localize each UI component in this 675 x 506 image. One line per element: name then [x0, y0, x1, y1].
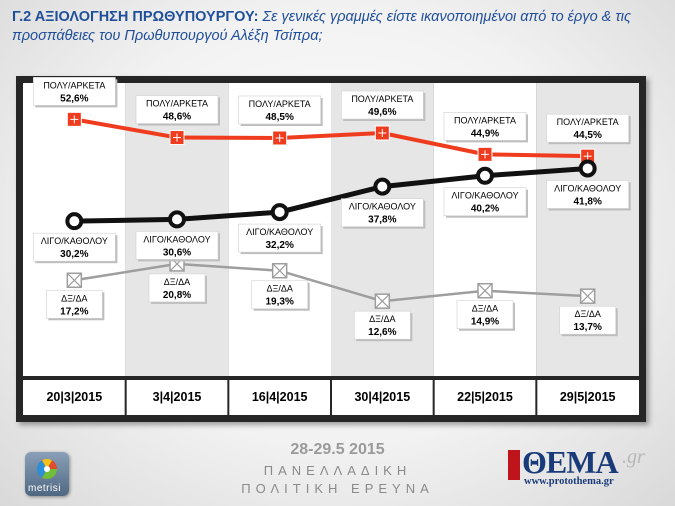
- data-point: [476, 166, 494, 185]
- data-label-box: [148, 273, 206, 303]
- data-label: 44,9%: [471, 128, 499, 139]
- series-label: ΔΞ/ΔΑ: [164, 277, 190, 287]
- series-label: ΠΟΛΥ/ΑΡΚΕΤΑ: [43, 80, 105, 90]
- data-label: 12,6%: [368, 327, 396, 338]
- data-label: 14,9%: [471, 317, 499, 328]
- thema-badge: [508, 450, 520, 480]
- data-label-box: [354, 310, 411, 340]
- metrisi-logo: metrisi: [25, 452, 69, 496]
- x-tick-label: 16|4|2015: [252, 390, 308, 404]
- thema-wordmark: ΘΕΜΑ: [522, 444, 619, 480]
- data-label: 48,6%: [163, 112, 191, 123]
- series-label: ΠΟΛΥ/ΑΡΚΕΤΑ: [351, 94, 413, 104]
- data-point-mark: [66, 272, 82, 288]
- series-line: [74, 262, 588, 303]
- thema-url: www.protothema.gr: [524, 476, 614, 487]
- data-point-mark: [374, 293, 390, 309]
- survey-type-line2: ΠΟΛΙΤΙΚΗ ΕΡΕΥΝΑ: [241, 481, 434, 496]
- data-point: [373, 177, 392, 196]
- data-label-box: [46, 289, 103, 319]
- data-point-mark: [272, 263, 288, 279]
- data-label-box: [559, 305, 616, 335]
- title-lead: Γ.2 ΑΞΙΟΛΟΓΗΣΗ ΠΡΩΘΥΠΟΥΡΓΟΥ:: [12, 9, 259, 25]
- data-label: 37,8%: [368, 215, 396, 226]
- series-label: ΔΞ/ΔΑ: [369, 314, 395, 324]
- data-point-mark: [477, 283, 493, 299]
- title-question: Σε γενικές γραμμές είστε ικανοποιημένοι …: [12, 9, 632, 44]
- series-label: ΛΙΓΟ/ΚΑΘΟΛΟΥ: [451, 191, 518, 201]
- survey-type-line1: ΠΑΝΕΛΛΑΔΙΚΗ: [263, 463, 412, 478]
- survey-date: 28-29.5 2015: [290, 441, 385, 458]
- data-label: 13,7%: [573, 322, 601, 333]
- data-label-box: [135, 95, 219, 124]
- data-label: 41,8%: [573, 196, 601, 207]
- data-label-box: [456, 300, 514, 330]
- data-label: 52,6%: [60, 93, 88, 104]
- data-label: 20,8%: [163, 290, 191, 301]
- data-label-box: [443, 112, 527, 141]
- data-label: 40,2%: [471, 204, 499, 215]
- x-tick-label: 20|3|2015: [46, 390, 102, 404]
- data-label: 49,6%: [368, 107, 396, 118]
- series-label: ΛΙΓΟ/ΚΑΘΟΛΟΥ: [554, 183, 621, 193]
- x-tick-label: 29|5|2015: [560, 390, 616, 404]
- thema-logo: ΘΕΜΑ .gr www.protothema.gr: [508, 444, 648, 492]
- data-point: [168, 210, 186, 229]
- metrisi-wheel-icon: [37, 459, 57, 479]
- series-line: [74, 165, 588, 224]
- data-label: 32,2%: [265, 240, 293, 251]
- series-label: ΔΞ/ΔΑ: [266, 284, 292, 294]
- series-label: ΠΟΛΥ/ΑΡΚΕΤΑ: [146, 99, 208, 109]
- data-point: [270, 203, 289, 222]
- series-label: ΛΙΓΟ/ΚΑΘΟΛΟΥ: [246, 227, 313, 237]
- data-label-box: [238, 95, 321, 125]
- series-label: ΛΙΓΟ/ΚΑΘΟΛΟΥ: [41, 236, 108, 246]
- line-chart: 20|3|2015 3|4|2015 16|4|2015 30|4|2015 22|5|…: [16, 76, 646, 422]
- data-label-box: [251, 280, 308, 310]
- series-label: ΔΞ/ΔΑ: [61, 293, 87, 303]
- data-label-box: [33, 232, 116, 262]
- series-line: [73, 117, 588, 159]
- series-label: ΠΟΛΥ/ΑΡΚΕΤΑ: [249, 99, 311, 109]
- x-tick-label: 3|4|2015: [153, 390, 202, 404]
- thema-suffix: .gr: [622, 446, 645, 468]
- data-label: 44,5%: [573, 130, 601, 141]
- data-label-box: [341, 198, 424, 227]
- series-label: ΠΟΛΥ/ΑΡΚΕΤΑ: [557, 117, 619, 127]
- data-label-box: [546, 180, 629, 209]
- data-label-box: [238, 223, 321, 253]
- chart-title: Γ.2 ΑΞΙΟΛΟΓΗΣΗ ΠΡΩΘΥΠΟΥΡΓΟΥ: Σε γενικές …: [12, 8, 662, 46]
- data-point-mark: [580, 288, 596, 304]
- series-label: ΔΞ/ΔΑ: [574, 309, 600, 319]
- chart-frame: 20|3|2015 3|4|2015 16|4|2015 30|4|2015 22|5|…: [16, 76, 646, 422]
- data-label: 19,3%: [265, 297, 293, 308]
- series-label: ΔΞ/ΔΑ: [472, 304, 498, 314]
- data-label-box: [33, 77, 116, 106]
- data-label-box: [341, 90, 424, 120]
- series-label: ΛΙΓΟ/ΚΑΘΟΛΟΥ: [349, 202, 416, 212]
- x-tick-label: 22|5|2015: [457, 390, 513, 404]
- metrisi-wordmark: metrisi: [28, 483, 61, 494]
- chart-column: [125, 83, 229, 376]
- data-label-box: [546, 113, 629, 143]
- data-label: 17,2%: [60, 306, 88, 317]
- series-label: ΠΟΛΥ/ΑΡΚΕΤΑ: [454, 115, 516, 125]
- data-label-box: [443, 187, 527, 217]
- data-label: 30,6%: [163, 247, 191, 258]
- data-label: 48,5%: [265, 112, 293, 123]
- data-label: 30,2%: [60, 249, 88, 260]
- data-point: [578, 159, 597, 178]
- x-tick-label: 30|4|2015: [354, 390, 410, 404]
- data-label-box: [135, 231, 219, 260]
- series-label: ΛΙΓΟ/ΚΑΘΟΛΟΥ: [143, 234, 210, 244]
- data-point: [65, 212, 84, 231]
